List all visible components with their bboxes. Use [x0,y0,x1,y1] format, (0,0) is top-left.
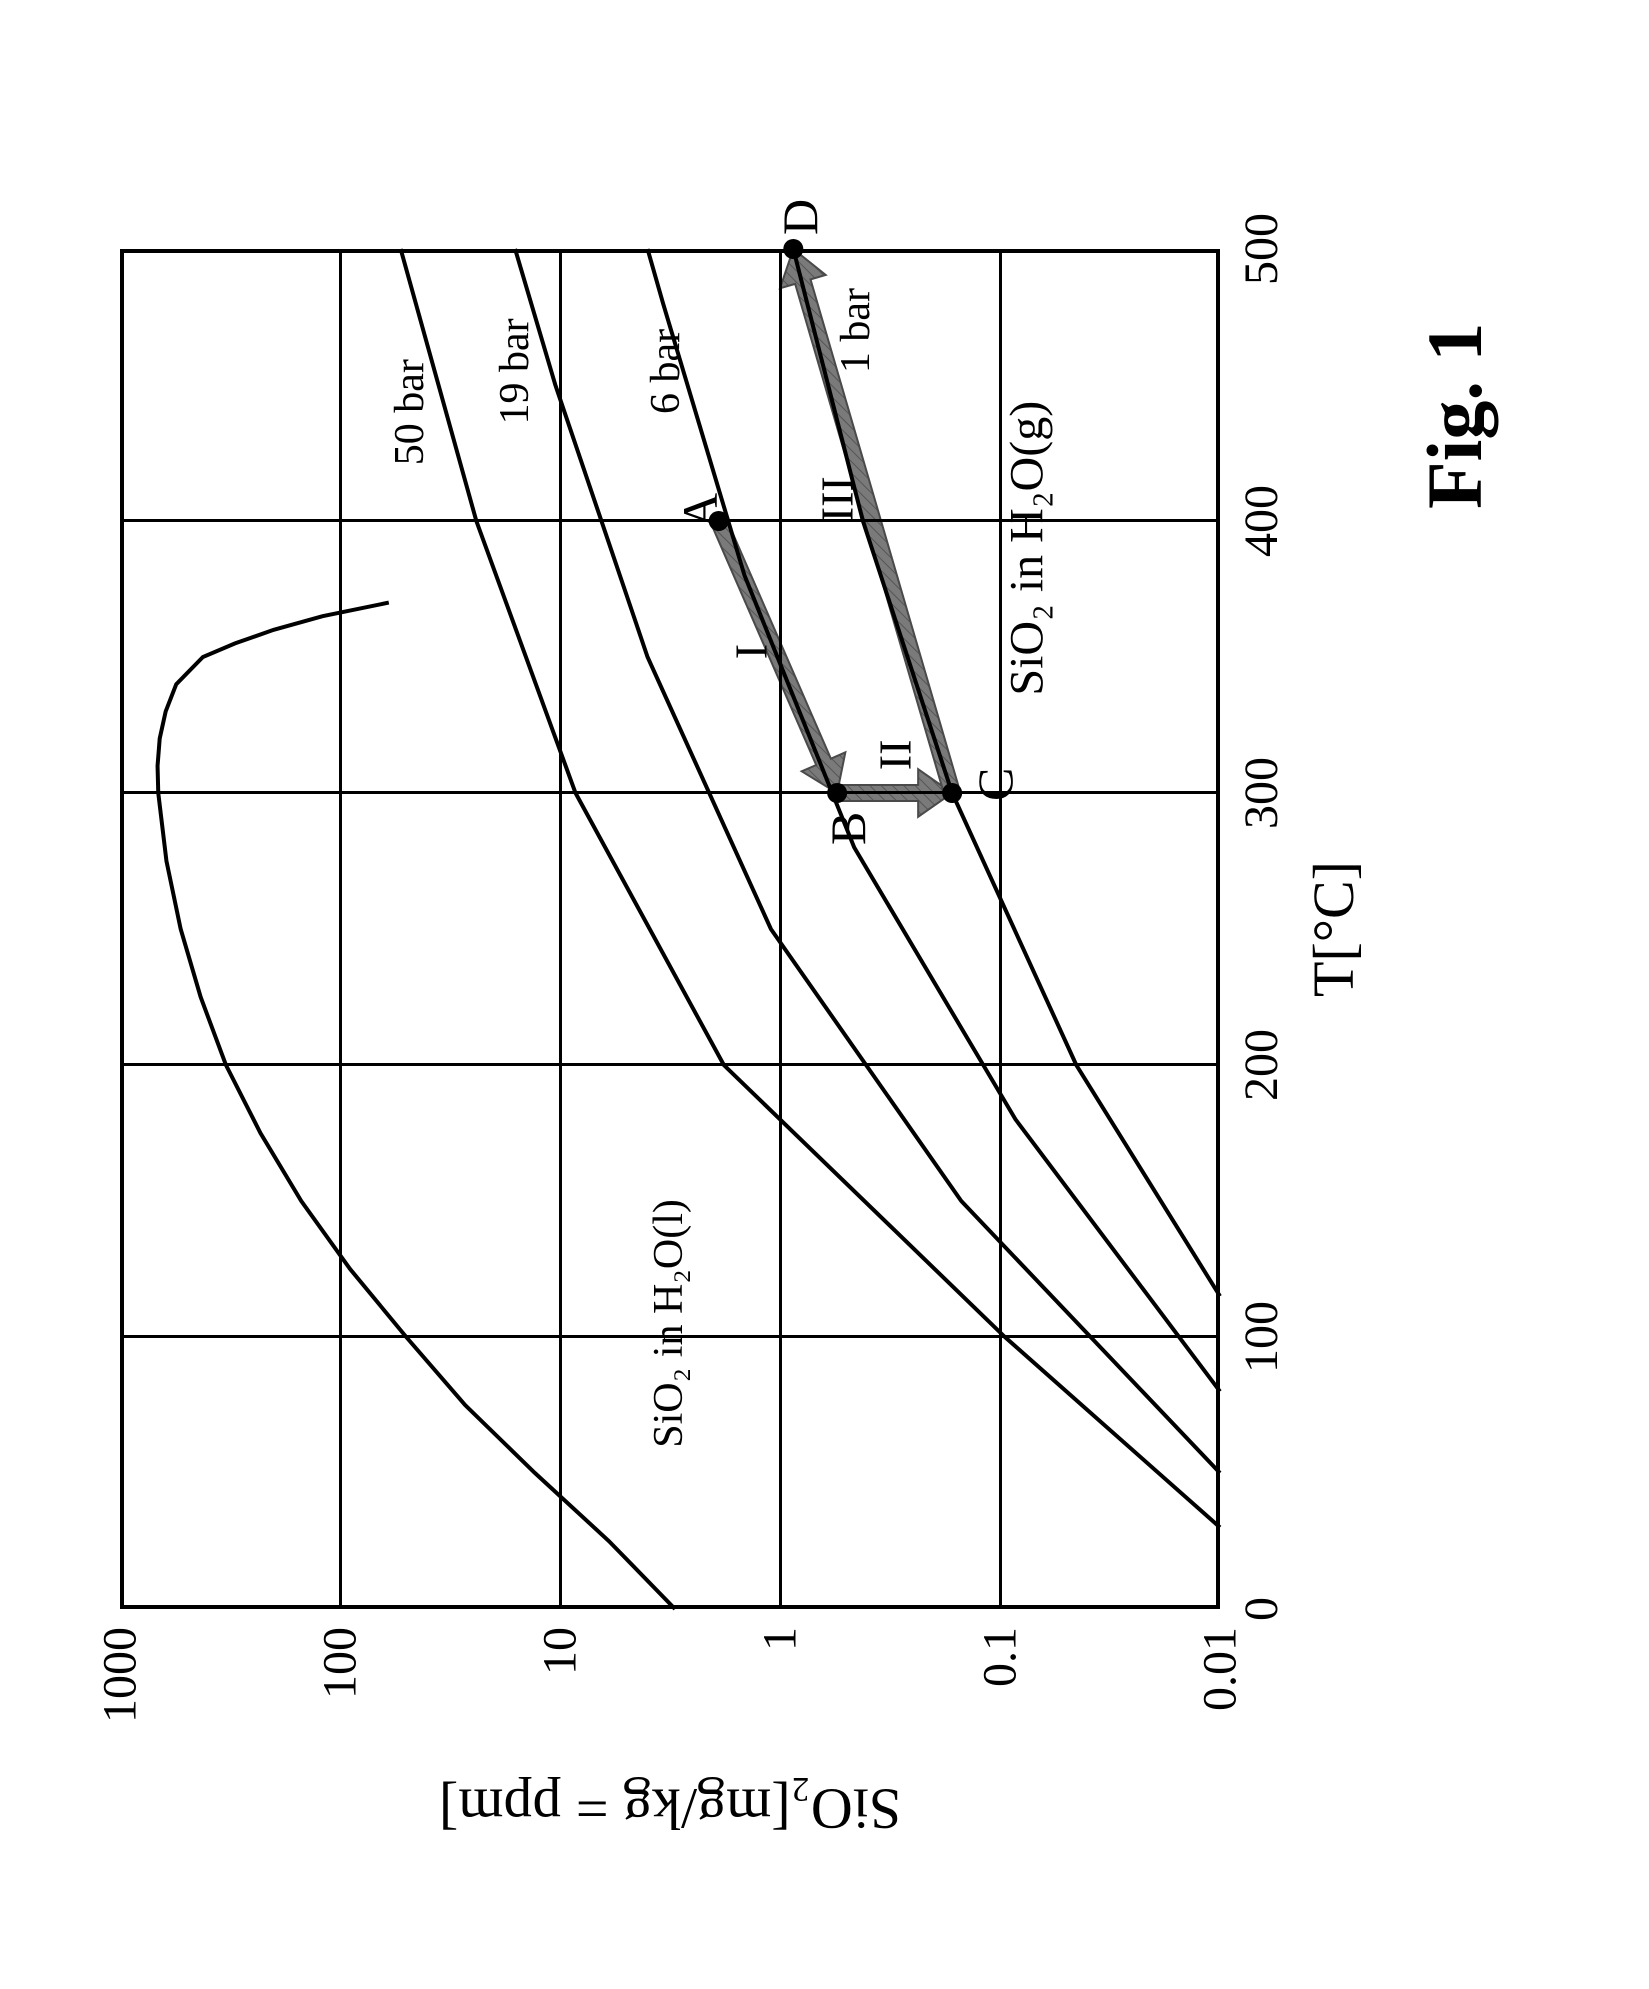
x-tick-label: 300 [1234,757,1289,829]
region-label: SiO₂ in H₂O(g) [1000,401,1055,696]
y-tick-label: 10 [533,1627,588,1675]
curve-label-gas-6bar: 6 bar [642,329,690,414]
plot-area: IIIIIISiO₂ in H₂O(l)50 bar19 bar6 bar1 b… [120,249,1220,1609]
arrow-label-III: III [811,476,864,522]
point-label-A: A [671,493,729,529]
curve-label-gas-1bar: 1 bar [832,288,880,373]
y-tick-label: 0.1 [973,1627,1028,1687]
y-tick-label: 1 [753,1627,808,1651]
x-tick-label: 0 [1234,1597,1289,1621]
curve-label-gas-19bar: 19 bar [491,318,539,424]
x-tick-label: 500 [1234,213,1289,285]
gridline-v [120,792,1220,795]
arrow-label-II: II [869,740,922,771]
gridline-v [120,1064,1220,1067]
gridline-h [559,249,562,1609]
curve-gas-6bar [648,249,1220,1391]
x-axis-title: T[°C] [1300,861,1367,997]
curve-liquid [158,603,675,1609]
y-tick-label: 0.01 [1193,1627,1248,1711]
gridline-h [779,249,782,1609]
point-D [783,239,803,259]
point-label-B: B [819,812,877,845]
x-tick-label: 400 [1234,485,1289,557]
y-tick-label: 100 [313,1627,368,1699]
x-tick-label: 200 [1234,1029,1289,1101]
y-tick-label: 1000 [93,1627,148,1723]
point-label-C: C [966,768,1024,801]
curve-label-liquid: SiO₂ in H₂O(l) [645,1199,693,1448]
curve-label-gas-50bar: 50 bar [386,359,434,465]
figure: IIIIIISiO₂ in H₂O(l)50 bar19 bar6 bar1 b… [80,80,1569,1909]
y-axis-title: SiO₂[mg/kg = ppm] [439,1776,901,1843]
point-label-D: D [771,199,829,235]
arrow-label-I: I [725,644,778,659]
x-tick-label: 100 [1234,1301,1289,1373]
curve-gas-19bar [515,249,1220,1473]
figure-label: Fig. 1 [1410,323,1500,509]
gridline-h [339,249,342,1609]
